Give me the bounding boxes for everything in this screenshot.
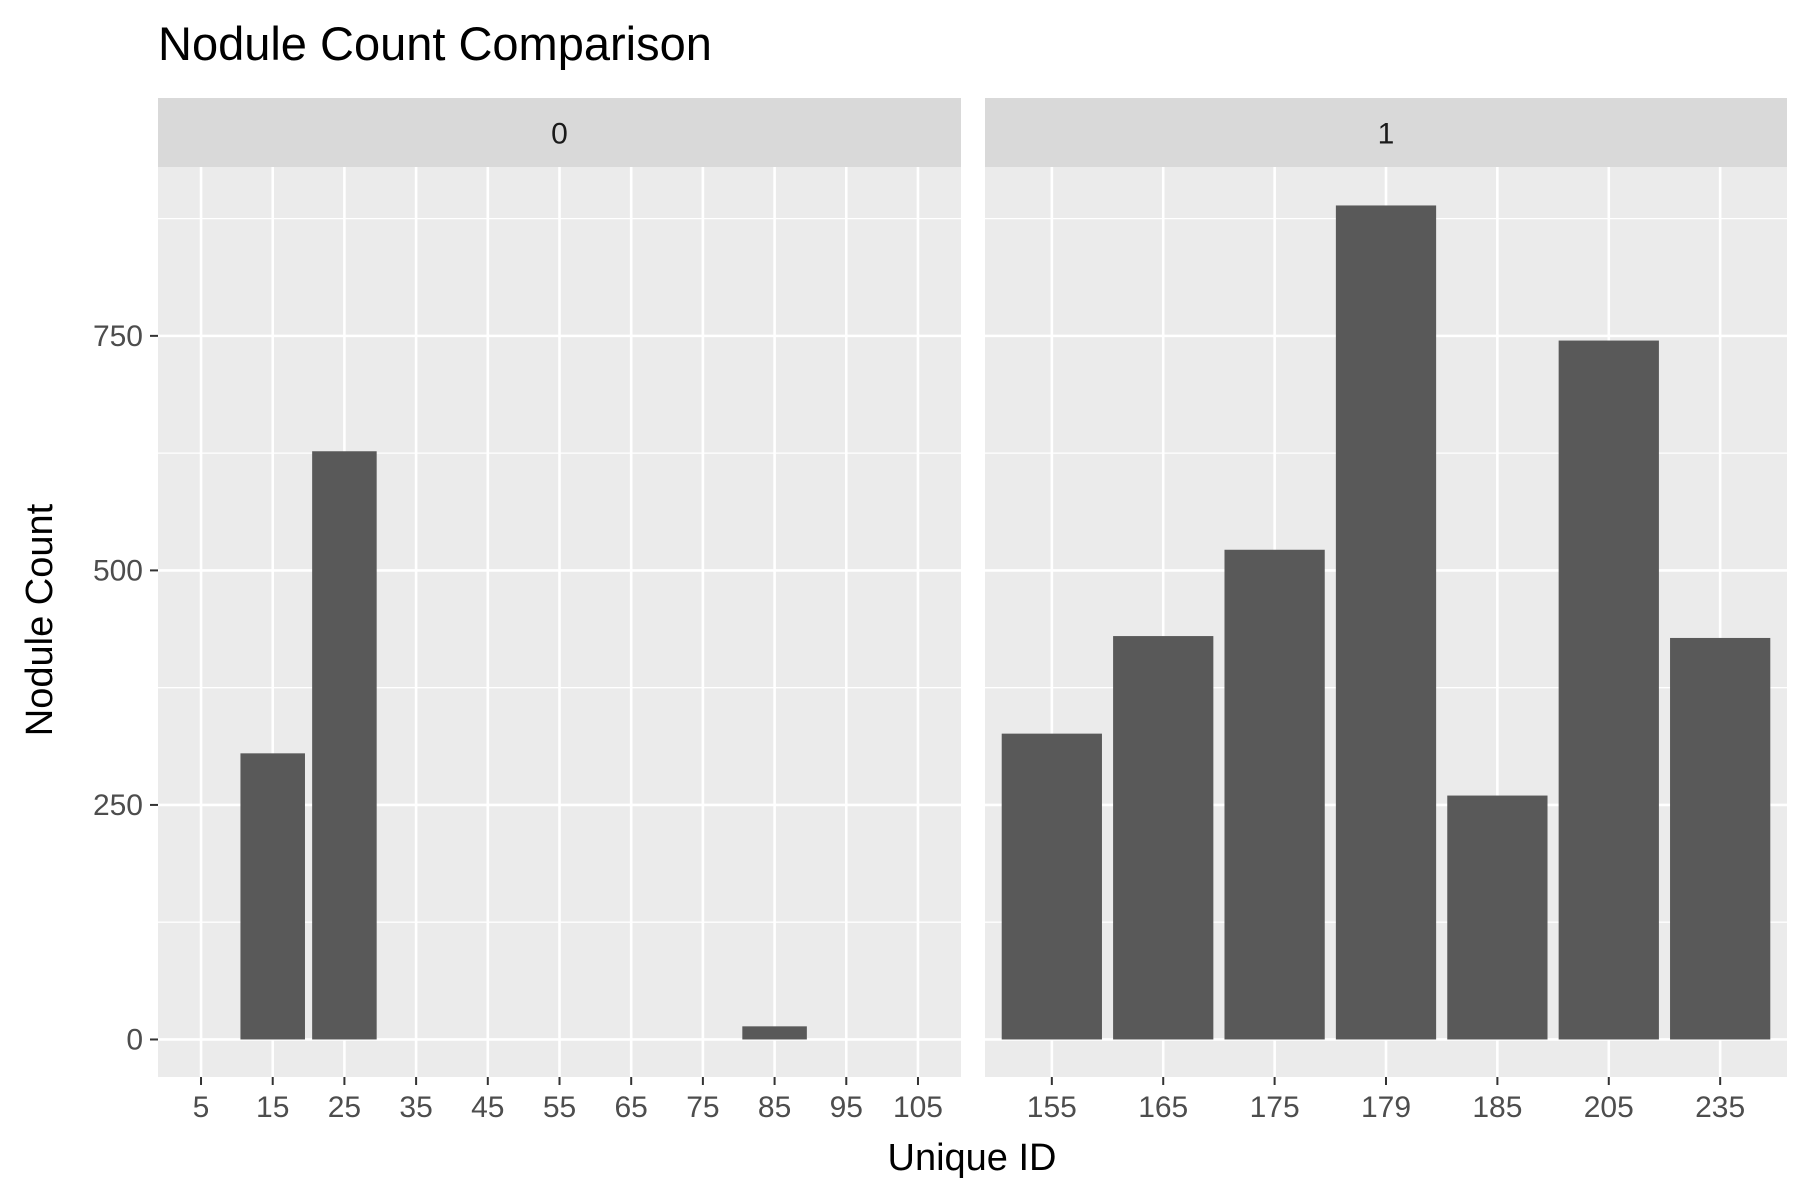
facet-panel-0: 0 5 15 25 35 45 55 65 75 85 95 105 — [158, 98, 961, 1124]
bar-id-185 — [1447, 795, 1548, 1040]
x-tick-label: 55 — [543, 1091, 576, 1124]
facet-strip — [985, 98, 1787, 167]
x-axis-title: Unique ID — [888, 1137, 1057, 1179]
x-tick-label: 105 — [893, 1091, 943, 1124]
x-tick-label: 179 — [1361, 1091, 1411, 1124]
facet-panel-1: 1 155 165 175 179 185 205 235 — [985, 98, 1787, 1124]
x-tick-label: 175 — [1250, 1091, 1300, 1124]
y-tick-label: 750 — [93, 320, 143, 353]
bar-id-235 — [1670, 637, 1771, 1040]
x-tick-label: 155 — [1027, 1091, 1077, 1124]
x-tick-label: 15 — [256, 1091, 289, 1124]
bar-id-155 — [1001, 733, 1102, 1040]
bar-id-179 — [1335, 205, 1437, 1040]
facets-layer: 0 5 15 25 35 45 55 65 75 85 95 105 1 155 165 175 179 185 2… — [158, 98, 1787, 1124]
x-tick-label: 165 — [1138, 1091, 1188, 1124]
y-tick-label: 250 — [93, 789, 143, 822]
x-tick-label: 205 — [1584, 1091, 1634, 1124]
x-tick-label: 5 — [193, 1091, 210, 1124]
x-tick-label: 185 — [1472, 1091, 1522, 1124]
bar-id-85 — [742, 1026, 807, 1040]
y-axis-title: Nodule Count — [19, 503, 61, 736]
x-tick-label: 85 — [758, 1091, 791, 1124]
bar-id-165 — [1113, 636, 1214, 1040]
bar-id-15 — [240, 753, 305, 1040]
x-tick-label: 25 — [328, 1091, 361, 1124]
bar-id-205 — [1558, 340, 1659, 1040]
x-tick-label: 95 — [830, 1091, 863, 1124]
bar-id-175 — [1224, 549, 1325, 1040]
bar-id-25 — [312, 451, 377, 1040]
facet-strip — [158, 98, 961, 167]
facet-strip-label: 0 — [551, 118, 568, 151]
y-tick-label: 0 — [126, 1023, 143, 1056]
y-axis: 0 250 500 750 — [93, 320, 158, 1056]
x-tick-label: 65 — [615, 1091, 648, 1124]
x-tick-label: 75 — [686, 1091, 719, 1124]
x-tick-label: 35 — [399, 1091, 432, 1124]
facet-strip-label: 1 — [1378, 118, 1395, 151]
y-tick-label: 500 — [93, 554, 143, 587]
chart-title: Nodule Count Comparison — [158, 17, 712, 70]
x-tick-label: 235 — [1695, 1091, 1745, 1124]
x-tick-label: 45 — [471, 1091, 504, 1124]
